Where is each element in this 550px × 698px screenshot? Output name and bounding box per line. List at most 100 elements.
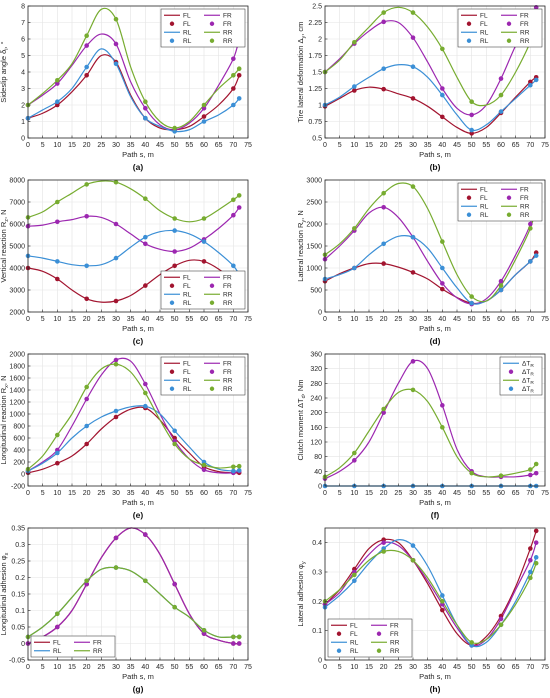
data-point-FR xyxy=(231,56,236,62)
data-point-RR xyxy=(236,66,242,71)
legend-label-main: FL xyxy=(350,623,358,630)
legend-marker xyxy=(506,212,512,217)
x-tick-label: 70 xyxy=(229,490,237,497)
legend-label-main: FL xyxy=(480,187,488,194)
legend-label: RL xyxy=(350,648,359,655)
series-line-RL xyxy=(27,229,240,275)
x-tick-label: 15 xyxy=(68,664,76,671)
data-point-RL xyxy=(352,578,357,584)
data-point-FR xyxy=(172,581,177,587)
x-tick-label: 20 xyxy=(83,316,91,323)
data-point-RL xyxy=(172,228,177,233)
legend-marker xyxy=(376,631,382,636)
y-axis-label-subscript: z xyxy=(4,219,10,222)
y-axis-label: Longitudinal adhesion φx xyxy=(0,552,10,635)
x-tick-label: 40 xyxy=(438,316,446,323)
legend-label-main: RR xyxy=(223,30,233,37)
legend-label: FL xyxy=(350,623,358,630)
legend-label-main: FL xyxy=(183,369,191,376)
legend-label-main: RL xyxy=(183,30,192,37)
legend-label-main: FL xyxy=(480,13,488,20)
data-point-RL xyxy=(113,61,119,67)
data-point-RR xyxy=(84,384,89,390)
legend: FL FR FL FR RL RR RL RR xyxy=(457,182,543,222)
x-axis-label: Path s, m xyxy=(419,324,451,333)
x-tick-label: 5 xyxy=(41,316,45,323)
y-axis-label: Longitudinal reaction Rx, N xyxy=(0,375,10,464)
x-tick-label: 10 xyxy=(350,142,358,149)
legend-label-main: FL xyxy=(183,13,191,20)
x-tick-label: 30 xyxy=(112,142,120,149)
y-tick-label: 2000 xyxy=(306,222,322,229)
y-axis-label-subscript: x xyxy=(4,385,10,388)
legend-label: FL xyxy=(183,369,191,376)
data-point-RL xyxy=(55,259,60,264)
y-tick-label: 120 xyxy=(310,440,322,447)
x-tick-label: 55 xyxy=(185,316,193,323)
x-axis-label: Path s, m xyxy=(122,324,154,333)
y-tick-label: 4 xyxy=(21,70,25,77)
data-point-ΔT_R xyxy=(381,410,386,415)
x-tick-label: 45 xyxy=(453,142,461,149)
data-point-FR xyxy=(236,205,242,210)
x-tick-label: 10 xyxy=(350,490,358,497)
x-tick-label: 30 xyxy=(409,316,417,323)
x-tick-label: 45 xyxy=(156,664,164,671)
x-tick-label: 0 xyxy=(323,490,327,497)
data-point-RL xyxy=(84,263,89,269)
x-tick-label: 0 xyxy=(26,664,30,671)
y-tick-label: 200 xyxy=(310,410,322,417)
chart-panel-h: 0 5 10 15 20 25 30 35 40 45 50 55 60 65 70 75 0 0.1 0.2 0.3… xyxy=(296,527,549,694)
x-tick-label: 75 xyxy=(244,490,252,497)
data-point-RR xyxy=(84,33,89,38)
data-point-RR xyxy=(143,99,148,104)
y-tick-label: 1.25 xyxy=(308,86,322,93)
data-point-RR xyxy=(231,197,236,203)
y-tick-label: 6000 xyxy=(9,222,25,229)
data-point-RL xyxy=(528,259,533,264)
x-tick-label: 30 xyxy=(409,664,417,671)
x-tick-label: 25 xyxy=(97,142,105,149)
data-point-RR xyxy=(231,634,236,640)
data-point-RR xyxy=(528,575,533,581)
x-tick-label: 45 xyxy=(453,664,461,671)
x-tick-label: 75 xyxy=(541,142,549,149)
data-point-FR xyxy=(533,540,539,545)
y-axis-label-main: Lateral adhesion φ xyxy=(296,564,305,627)
legend-label-subscript: R xyxy=(530,389,534,395)
y-tick-label: 80 xyxy=(314,454,322,461)
data-point-RL xyxy=(528,569,533,575)
x-tick-label: 55 xyxy=(482,490,490,497)
x-tick-label: 50 xyxy=(468,142,476,149)
y-tick-label: 3000 xyxy=(9,288,25,295)
legend-marker xyxy=(376,648,382,653)
x-tick-label: 50 xyxy=(171,142,179,149)
data-point-RR xyxy=(381,190,386,196)
legend-label-main: FR xyxy=(390,631,399,638)
y-tick-label: 1400 xyxy=(9,388,25,395)
y-axis-label-main: Sideslip angle δ xyxy=(0,50,8,103)
x-tick-label: 10 xyxy=(53,316,61,323)
data-point-RR xyxy=(469,99,474,104)
legend-marker xyxy=(209,386,215,391)
series-line-FR xyxy=(27,33,240,131)
legend-label-main: RL xyxy=(183,300,192,307)
legend-label-main: FR xyxy=(520,13,529,20)
x-tick-label: 60 xyxy=(200,490,208,497)
x-tick-label: 40 xyxy=(141,142,149,149)
x-tick-label: 45 xyxy=(453,490,461,497)
data-point-RL xyxy=(498,109,504,114)
x-tick-label: 35 xyxy=(127,142,135,149)
data-point-RR xyxy=(143,578,148,584)
x-tick-label: 15 xyxy=(365,142,373,149)
x-tick-label: 10 xyxy=(53,664,61,671)
y-axis-label: Lateral adhesion φy xyxy=(296,561,307,626)
legend-label-main: FL xyxy=(183,21,191,28)
data-point-RL xyxy=(469,300,474,306)
data-point-RL xyxy=(172,129,177,134)
x-tick-label: 5 xyxy=(338,316,342,323)
legend-label: FL xyxy=(480,13,488,20)
x-tick-label: 20 xyxy=(83,490,91,497)
x-axis-label: Path s, m xyxy=(419,672,451,681)
